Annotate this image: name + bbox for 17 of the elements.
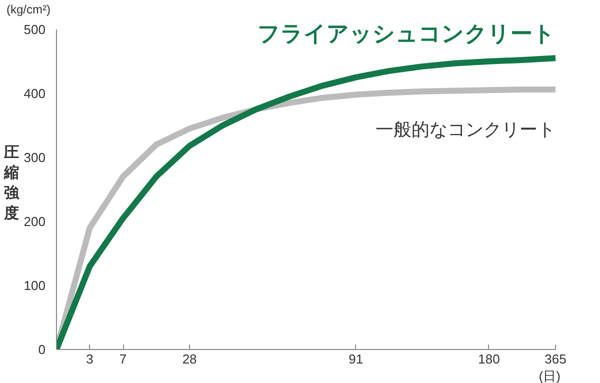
y-tick-label: 200 — [24, 214, 46, 229]
y-axis-title: 圧縮強度 — [2, 144, 20, 222]
x-tick-label: 365 — [544, 352, 566, 366]
x-tick-label: 28 — [182, 352, 197, 366]
series-label: フライアッシュコンクリート — [258, 21, 556, 46]
y-tick-label: 0 — [38, 342, 46, 357]
x-tick-label: 91 — [348, 352, 364, 366]
x-tick-label: 3 — [86, 352, 94, 366]
x-tick-label: 180 — [478, 352, 500, 366]
y-tick-label: 300 — [24, 150, 46, 165]
y-tick-label: 400 — [24, 86, 46, 101]
x-tick-label: 7 — [119, 352, 127, 366]
text: (日) — [538, 368, 561, 383]
y-tick-label: 500 — [24, 22, 46, 37]
series-label: 一般的なコンクリート — [376, 120, 556, 140]
y-tick-label: 100 — [24, 278, 46, 293]
text: (kg/cm²) — [6, 2, 50, 16]
